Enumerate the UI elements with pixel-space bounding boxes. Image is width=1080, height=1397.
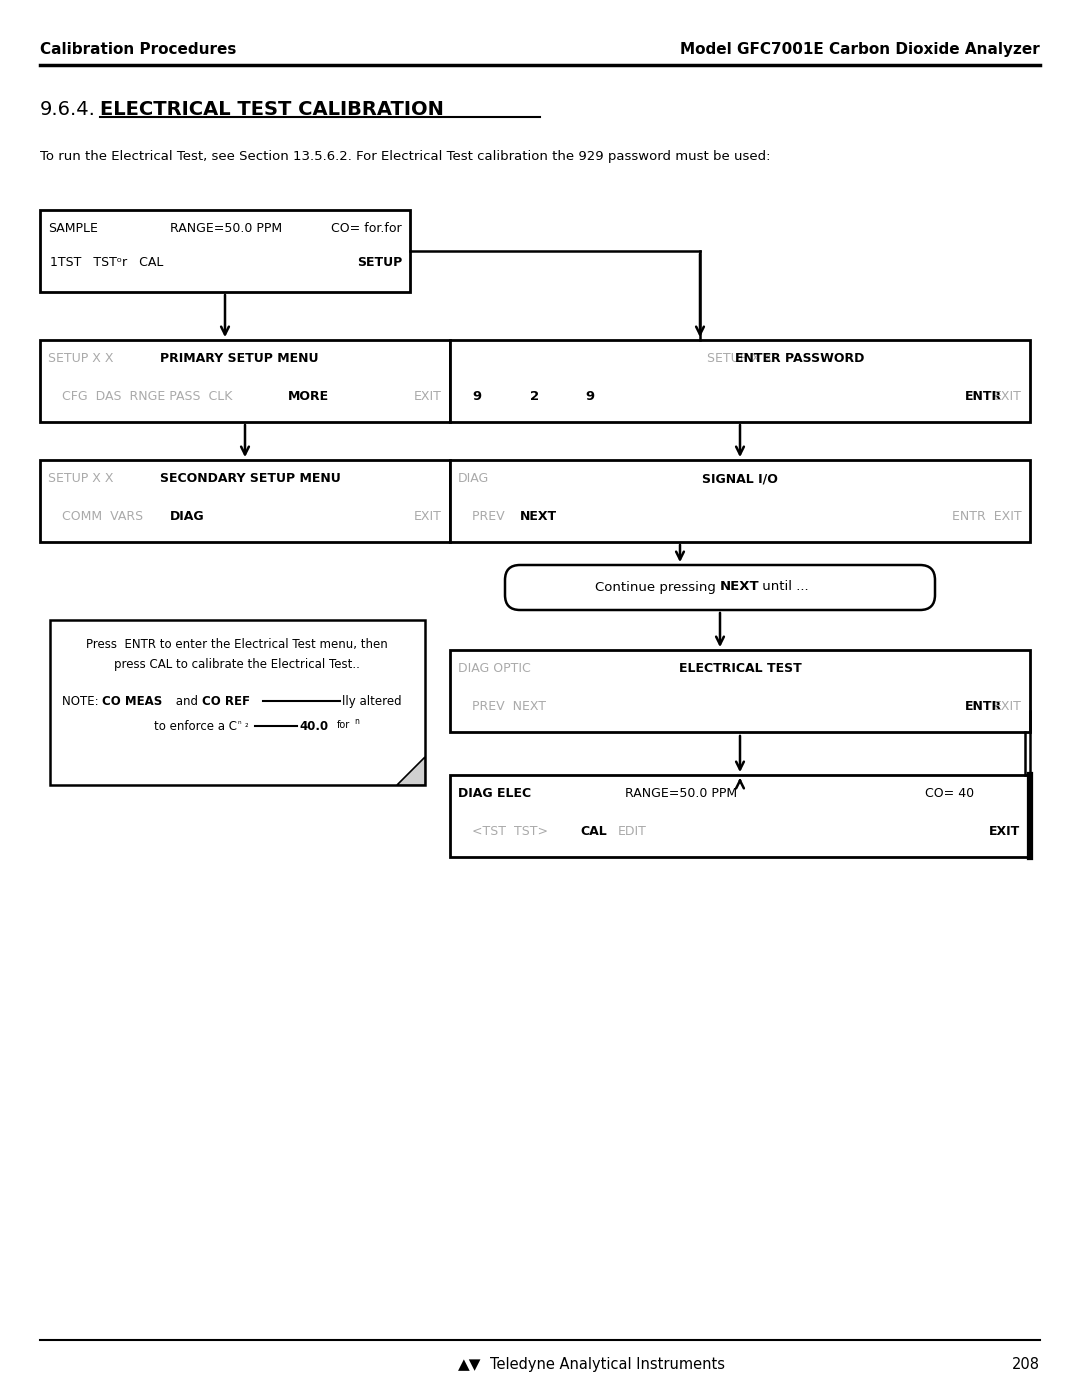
Text: DIAG OPTIC: DIAG OPTIC	[458, 662, 530, 675]
Text: DIAG ELEC: DIAG ELEC	[458, 787, 531, 800]
Bar	[450, 339, 1030, 422]
Text: and: and	[172, 694, 202, 708]
Text: 1TST   TSTᵒr   CAL: 1TST TSTᵒr CAL	[50, 256, 163, 270]
Text: SETUP X X: SETUP X X	[48, 472, 113, 485]
Bar	[50, 620, 426, 785]
Text: ₂: ₂	[245, 719, 248, 729]
Text: Teledyne Analytical Instruments: Teledyne Analytical Instruments	[490, 1356, 725, 1372]
Text: RANGE=50.0 PPM: RANGE=50.0 PPM	[625, 787, 738, 800]
Text: to enforce a C: to enforce a C	[154, 719, 237, 733]
Text: n: n	[354, 717, 359, 726]
Text: ENTR  EXIT: ENTR EXIT	[953, 510, 1022, 522]
Bar	[40, 210, 410, 292]
Text: CFG  DAS  RNGE PASS  CLK: CFG DAS RNGE PASS CLK	[62, 390, 241, 402]
Text: DIAG: DIAG	[458, 472, 489, 485]
Text: DIAG: DIAG	[170, 510, 204, 522]
Text: Calibration Procedures: Calibration Procedures	[40, 42, 237, 57]
Text: <TST  TST>: <TST TST>	[472, 826, 556, 838]
Text: EXIT: EXIT	[414, 510, 442, 522]
Text: EDIT: EDIT	[618, 826, 647, 838]
Text: SECONDARY SETUP MENU: SECONDARY SETUP MENU	[160, 472, 341, 485]
Text: CO MEAS: CO MEAS	[102, 694, 162, 708]
Text: MORE: MORE	[288, 390, 329, 402]
Text: EXIT: EXIT	[994, 700, 1022, 712]
Text: PREV  NEXT: PREV NEXT	[472, 700, 546, 712]
Text: 40.0: 40.0	[299, 719, 328, 733]
Text: Model GFC7001E Carbon Dioxide Analyzer: Model GFC7001E Carbon Dioxide Analyzer	[680, 42, 1040, 57]
Text: for: for	[337, 719, 350, 731]
Text: COMM  VARS: COMM VARS	[62, 510, 151, 522]
Text: lly altered: lly altered	[342, 694, 402, 708]
Text: until ...: until ...	[758, 581, 809, 594]
Text: NOTE:: NOTE:	[62, 694, 103, 708]
Text: RANGE=50.0 PPM: RANGE=50.0 PPM	[170, 222, 282, 235]
Text: PRIMARY SETUP MENU: PRIMARY SETUP MENU	[160, 352, 319, 365]
Bar	[40, 460, 450, 542]
Polygon shape	[397, 757, 426, 785]
Text: ▲▼: ▲▼	[458, 1358, 482, 1372]
Text: SETUP X X: SETUP X X	[48, 352, 113, 365]
FancyBboxPatch shape	[505, 564, 935, 610]
Text: 9: 9	[585, 390, 594, 402]
Text: Continue pressing: Continue pressing	[595, 581, 720, 594]
Text: SETUP X X: SETUP X X	[707, 352, 773, 365]
Text: ENTER PASSWORD: ENTER PASSWORD	[735, 352, 865, 365]
Text: NEXT: NEXT	[720, 581, 759, 594]
Text: 208: 208	[1012, 1356, 1040, 1372]
Text: ENTR: ENTR	[966, 700, 1002, 712]
Bar	[450, 775, 1030, 856]
Text: SETUP: SETUP	[356, 256, 402, 270]
Text: Press  ENTR to enter the Electrical Test menu, then: Press ENTR to enter the Electrical Test …	[86, 638, 388, 651]
Text: press CAL to calibrate the Electrical Test..: press CAL to calibrate the Electrical Te…	[114, 658, 360, 671]
Text: CO= 40: CO= 40	[924, 787, 974, 800]
Text: ELECTRICAL TEST: ELECTRICAL TEST	[678, 662, 801, 675]
Text: ENTR: ENTR	[966, 390, 1002, 402]
Bar	[450, 460, 1030, 542]
Text: CO= for.for: CO= for.for	[332, 222, 402, 235]
Bar	[450, 650, 1030, 732]
Text: PREV: PREV	[472, 510, 513, 522]
Text: SAMPLE: SAMPLE	[48, 222, 98, 235]
Text: NEXT: NEXT	[519, 510, 557, 522]
Text: CO REF: CO REF	[202, 694, 249, 708]
Text: CAL: CAL	[580, 826, 607, 838]
Text: EXIT: EXIT	[414, 390, 442, 402]
Bar	[40, 339, 450, 422]
Text: 9: 9	[472, 390, 481, 402]
Text: 2: 2	[530, 390, 539, 402]
Text: EXIT: EXIT	[989, 826, 1020, 838]
Text: 9.6.4.: 9.6.4.	[40, 101, 96, 119]
Text: EXIT: EXIT	[994, 390, 1022, 402]
Text: To run the Electrical Test, see Section 13.5.6.2. For Electrical Test calibratio: To run the Electrical Test, see Section …	[40, 149, 770, 163]
Text: ELECTRICAL TEST CALIBRATION: ELECTRICAL TEST CALIBRATION	[100, 101, 444, 119]
Text: SIGNAL I/O: SIGNAL I/O	[702, 472, 778, 485]
Text: ⁿ: ⁿ	[237, 719, 241, 729]
